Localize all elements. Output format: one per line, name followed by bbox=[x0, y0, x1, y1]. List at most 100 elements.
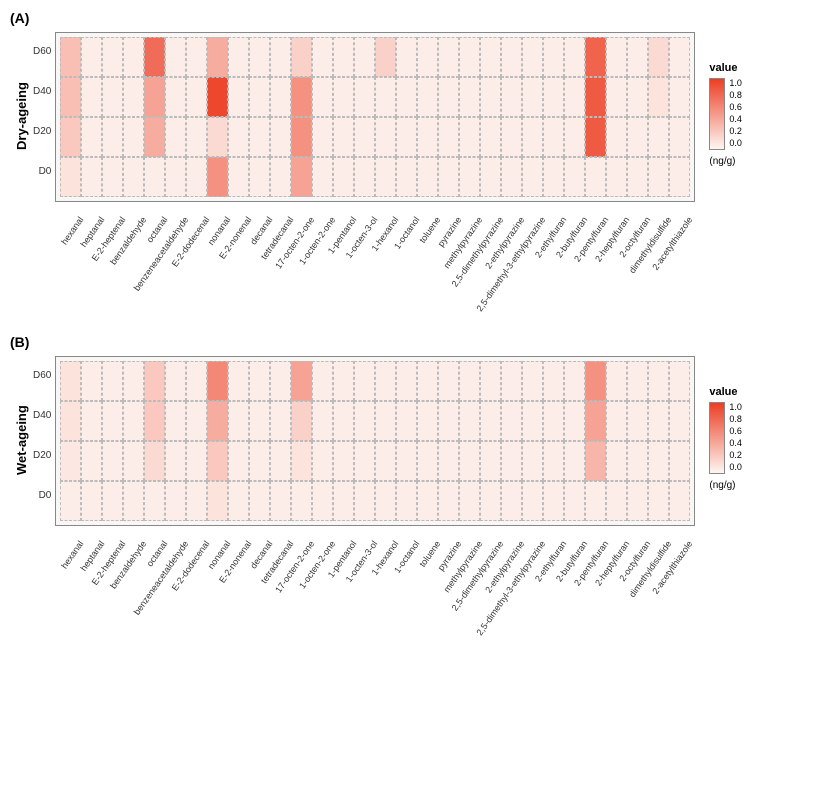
x-label: 1-pentanol bbox=[341, 528, 365, 553]
heatmap-cell bbox=[228, 37, 249, 77]
x-label: 2-pentylfuran bbox=[593, 204, 617, 229]
heatmap-cell bbox=[102, 37, 123, 77]
y-label: D60 bbox=[33, 356, 51, 396]
legend-colorbar bbox=[709, 402, 725, 474]
heatmap-cell bbox=[501, 361, 522, 401]
x-label: 2,5-dimethyl-3-ethylpyrazine bbox=[530, 204, 554, 229]
panel-label: (A) bbox=[10, 10, 817, 26]
heatmap-cell bbox=[564, 37, 585, 77]
heatmap-cell bbox=[81, 401, 102, 441]
heatmap-cell bbox=[501, 37, 522, 77]
heatmap-cell bbox=[144, 37, 165, 77]
heatmap-cell bbox=[333, 157, 354, 197]
heatmap-cell bbox=[144, 361, 165, 401]
y-label: D40 bbox=[33, 72, 51, 112]
x-label: E-2-dodecenal bbox=[194, 528, 218, 553]
heatmap-cell bbox=[438, 117, 459, 157]
heatmap-cell bbox=[501, 441, 522, 481]
heatmap-cell bbox=[291, 481, 312, 521]
heatmap-cell bbox=[543, 361, 564, 401]
heatmap-cell bbox=[228, 77, 249, 117]
heatmap-cell bbox=[165, 37, 186, 77]
x-label: toluene bbox=[425, 204, 449, 229]
heatmap-cell bbox=[669, 401, 690, 441]
heatmap-cell bbox=[81, 361, 102, 401]
heatmap-cell bbox=[333, 401, 354, 441]
heatmap-cell bbox=[669, 37, 690, 77]
heatmap-cell bbox=[354, 441, 375, 481]
heatmap-cell bbox=[627, 401, 648, 441]
heatmap-cell bbox=[312, 441, 333, 481]
heatmap-cell bbox=[543, 481, 564, 521]
heatmap-cell bbox=[501, 401, 522, 441]
heatmap-cell bbox=[207, 361, 228, 401]
heatmap-cell bbox=[396, 401, 417, 441]
heatmap-cell bbox=[102, 77, 123, 117]
y-label: D0 bbox=[33, 476, 51, 516]
heatmap-cell bbox=[564, 361, 585, 401]
y-label: D40 bbox=[33, 396, 51, 436]
heatmap-cell bbox=[333, 481, 354, 521]
heatmap-cell bbox=[543, 37, 564, 77]
heatmap-cell bbox=[585, 481, 606, 521]
chart-row: Dry-ageingD60D40D20D0hexanalheptanalE-2-… bbox=[10, 32, 817, 304]
heatmap-cell bbox=[627, 441, 648, 481]
x-label: 1-hexanol bbox=[383, 528, 407, 553]
heatmap-cell bbox=[291, 401, 312, 441]
heatmap-cell bbox=[207, 157, 228, 197]
heatmap-cell bbox=[585, 401, 606, 441]
legend-title: value bbox=[709, 386, 742, 398]
heatmap-cell bbox=[648, 401, 669, 441]
heatmap-grid bbox=[60, 361, 690, 521]
heatmap-cell bbox=[270, 157, 291, 197]
x-label: 17-octen-2-one bbox=[299, 528, 323, 553]
heatmap-cell bbox=[648, 481, 669, 521]
y-labels: D60D40D20D0 bbox=[33, 356, 55, 516]
heatmap-cell bbox=[249, 77, 270, 117]
heatmap-cell bbox=[522, 157, 543, 197]
heatmap-cell bbox=[375, 37, 396, 77]
heatmap-cell bbox=[165, 481, 186, 521]
heatmap-cell bbox=[312, 117, 333, 157]
x-label: heptanal bbox=[89, 528, 113, 553]
heatmap-cell bbox=[438, 77, 459, 117]
legend-tick: 0.6 bbox=[729, 426, 742, 436]
x-label: toluene bbox=[425, 528, 449, 553]
x-label: pyrazine bbox=[446, 204, 470, 229]
heatmap-cell bbox=[144, 401, 165, 441]
heatmap-cell bbox=[144, 441, 165, 481]
y-label: D20 bbox=[33, 436, 51, 476]
heatmap-cell bbox=[585, 361, 606, 401]
heatmap-cell bbox=[522, 401, 543, 441]
heatmap-cell bbox=[354, 361, 375, 401]
heatmap-cell bbox=[123, 441, 144, 481]
heatmap-cell bbox=[648, 441, 669, 481]
heatmap-cell bbox=[165, 401, 186, 441]
x-label: 2-heptylfuran bbox=[614, 204, 638, 229]
heatmap-cell bbox=[249, 117, 270, 157]
legend-tick: 0.2 bbox=[729, 450, 742, 460]
x-labels: hexanalheptanalE-2-heptenalbenzaldehydeo… bbox=[55, 204, 695, 304]
heatmap-cell bbox=[459, 37, 480, 77]
heatmap-cell bbox=[585, 77, 606, 117]
x-label: nonanal bbox=[215, 204, 239, 229]
heatmap-cell bbox=[501, 157, 522, 197]
heatmap-cell bbox=[396, 37, 417, 77]
x-label: tetradecanal bbox=[278, 204, 302, 229]
heatmap-cell bbox=[186, 117, 207, 157]
heatmap-cell bbox=[480, 157, 501, 197]
x-label: 2-ethylpyrazine bbox=[509, 204, 533, 229]
heatmap-cell bbox=[186, 401, 207, 441]
heatmap-cell bbox=[627, 77, 648, 117]
heatmap-cell bbox=[564, 441, 585, 481]
heatmap-cell bbox=[249, 157, 270, 197]
y-labels: D60D40D20D0 bbox=[33, 32, 55, 192]
heatmap-cell bbox=[564, 157, 585, 197]
heatmap-cell bbox=[606, 361, 627, 401]
heatmap-cell bbox=[102, 441, 123, 481]
x-label: 2-acetylthiazole bbox=[677, 528, 701, 553]
heatmap-cell bbox=[354, 77, 375, 117]
x-label: hexanal bbox=[68, 528, 92, 553]
heatmap-cell bbox=[123, 37, 144, 77]
heatmap-cell bbox=[165, 77, 186, 117]
